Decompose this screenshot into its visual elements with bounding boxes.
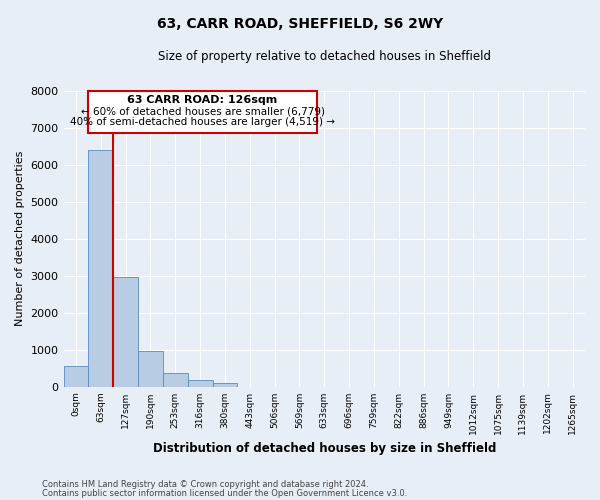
Text: 63 CARR ROAD: 126sqm: 63 CARR ROAD: 126sqm [127, 95, 278, 105]
Bar [113, 278, 138, 386]
FancyBboxPatch shape [88, 90, 317, 133]
Bar [188, 380, 212, 386]
Y-axis label: Number of detached properties: Number of detached properties [15, 151, 25, 326]
Bar [64, 366, 88, 386]
Text: Contains HM Land Registry data © Crown copyright and database right 2024.: Contains HM Land Registry data © Crown c… [42, 480, 368, 489]
Text: ← 60% of detached houses are smaller (6,779): ← 60% of detached houses are smaller (6,… [80, 106, 325, 116]
Text: Contains public sector information licensed under the Open Government Licence v3: Contains public sector information licen… [42, 488, 407, 498]
Bar [138, 350, 163, 386]
Text: 40% of semi-detached houses are larger (4,519) →: 40% of semi-detached houses are larger (… [70, 117, 335, 127]
X-axis label: Distribution of detached houses by size in Sheffield: Distribution of detached houses by size … [152, 442, 496, 455]
Text: 63, CARR ROAD, SHEFFIELD, S6 2WY: 63, CARR ROAD, SHEFFIELD, S6 2WY [157, 18, 443, 32]
Bar [212, 383, 238, 386]
Bar [163, 373, 188, 386]
Bar [88, 150, 113, 386]
Title: Size of property relative to detached houses in Sheffield: Size of property relative to detached ho… [158, 50, 491, 63]
